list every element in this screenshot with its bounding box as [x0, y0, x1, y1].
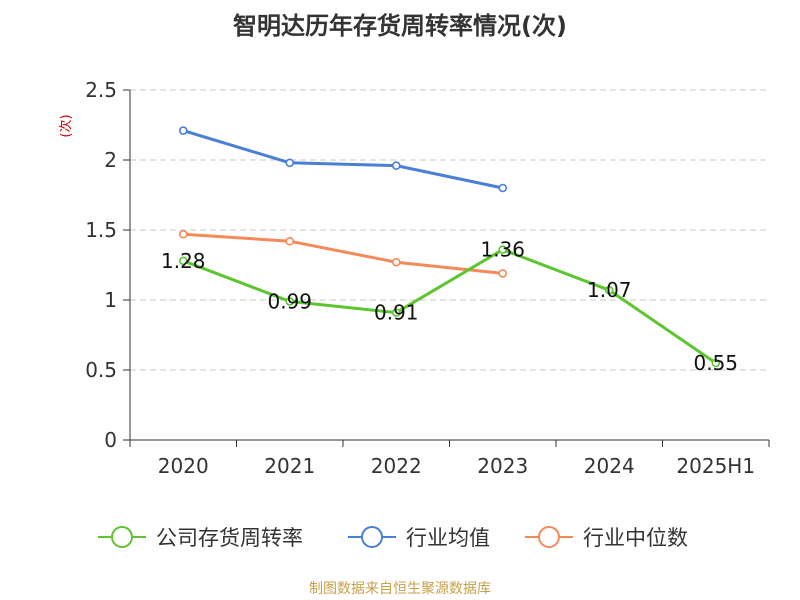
data-point	[711, 358, 721, 368]
data-label: 1.07	[587, 278, 632, 302]
data-point	[498, 183, 508, 193]
x-tick-label: 2021	[264, 454, 315, 478]
legend-label: 行业均值	[406, 526, 490, 550]
y-tick-label: 2	[104, 148, 117, 172]
axes: 0 0.5 1 1.5 2 2.5 2020 2021 2022 2023 2024 2025H1	[85, 78, 770, 478]
data-point	[604, 285, 614, 295]
series-lines	[178, 126, 721, 368]
source-note: 制图数据来自恒生聚源数据库	[309, 581, 491, 597]
series-line	[181, 232, 505, 275]
data-point	[285, 158, 295, 168]
data-label: 1.28	[161, 249, 206, 273]
y-axis-label: (次)	[58, 114, 74, 137]
grid-lines	[130, 89, 769, 371]
legend-swatch-marker	[361, 526, 383, 548]
y-tick-label: 1.5	[85, 218, 117, 242]
x-tick-label: 2023	[477, 454, 528, 478]
data-label: 0.55	[693, 351, 738, 375]
data-point	[391, 257, 401, 267]
data-point	[498, 245, 508, 254]
legend-label: 行业中位数	[583, 526, 688, 550]
series-line	[181, 248, 718, 365]
data-labels: 1.28 0.99 0.91 1.36 1.07 0.55	[161, 238, 738, 375]
legend-label: 公司存货周转率	[156, 526, 303, 550]
legend-swatch-marker	[111, 526, 133, 548]
y-tick-label: 2.5	[85, 78, 117, 102]
data-point	[285, 297, 295, 306]
data-label: 1.36	[480, 238, 525, 262]
chart-title: 智明达历年存货周转率情况(次)	[233, 12, 567, 40]
x-tick-label: 2024	[584, 454, 635, 478]
data-point	[285, 236, 295, 246]
x-tick-label: 2022	[371, 454, 422, 478]
data-point	[498, 269, 508, 278]
legend-swatch-marker	[538, 526, 560, 548]
series-line	[181, 129, 505, 190]
y-tick-label: 0.5	[85, 358, 117, 382]
y-tick-label: 0	[104, 428, 117, 452]
data-label: 0.99	[267, 289, 312, 313]
legend: 公司存货周转率 行业均值 行业中位数	[98, 526, 688, 550]
data-point	[391, 161, 401, 170]
data-point	[178, 229, 188, 239]
data-label: 0.91	[374, 301, 419, 325]
data-point	[178, 126, 188, 135]
x-tick-label: 2020	[158, 454, 209, 478]
data-point	[178, 256, 188, 266]
data-point	[391, 308, 401, 317]
x-tick-label: 2025H1	[676, 454, 755, 478]
y-tick-label: 1	[104, 288, 117, 312]
